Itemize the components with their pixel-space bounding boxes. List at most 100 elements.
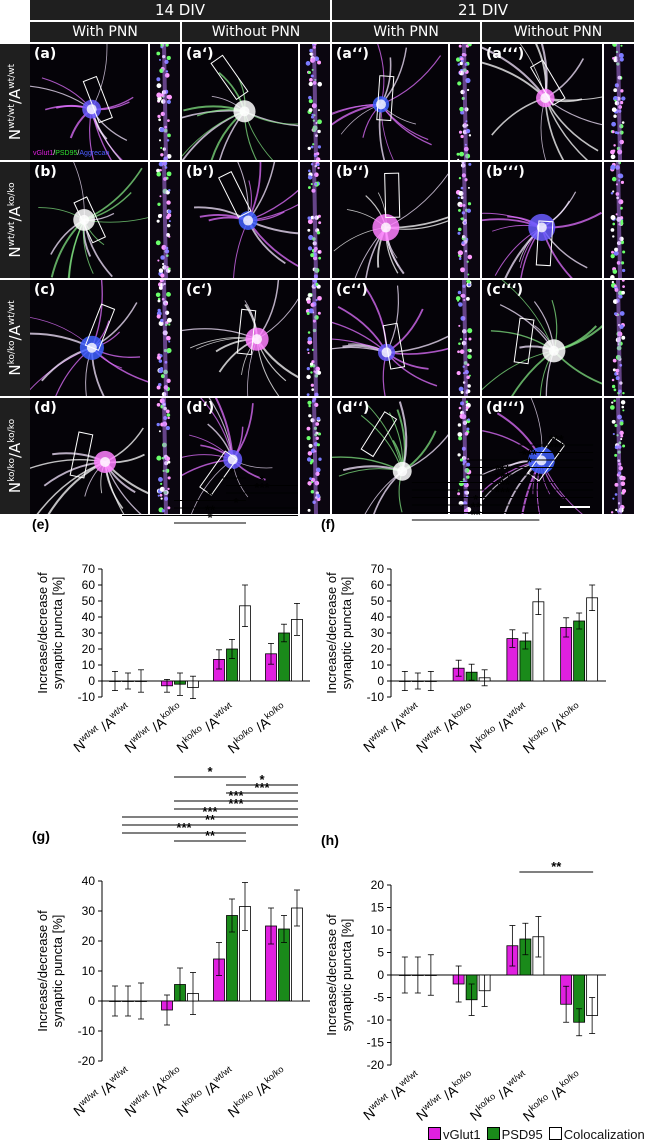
panel-label: (b‘‘) bbox=[336, 164, 370, 180]
header-14div-label: 14 DIV bbox=[154, 1, 206, 19]
bar-psd95 bbox=[519, 640, 532, 682]
bar-psd95 bbox=[573, 620, 586, 682]
bar-vglut1 bbox=[109, 680, 121, 682]
micrograph-panel: (b‘‘) bbox=[332, 162, 480, 278]
bar-vglut1 bbox=[161, 1000, 173, 1011]
row-label-2-a: /A bbox=[6, 206, 24, 222]
row-label-1-text: Nwt/wt/Awt/wt bbox=[6, 64, 24, 140]
row-label-3-n: N bbox=[6, 364, 24, 376]
x-category-label: Nwt/wt /Awt/wt bbox=[359, 1068, 424, 1124]
y-tick-label: 10 bbox=[82, 964, 96, 978]
y-tick-label: 20 bbox=[371, 642, 385, 656]
micrograph-panel: (d‘) bbox=[182, 398, 330, 514]
legend-psd95: PSD95 bbox=[486, 1127, 543, 1142]
neuron-image bbox=[332, 44, 480, 160]
neuron-image bbox=[182, 44, 330, 160]
row-label-3-text: Nko/ko/Awt/wt bbox=[6, 300, 24, 375]
chart-panel-label: (f) bbox=[321, 516, 335, 532]
micrograph-panel: (a‘‘‘) bbox=[482, 44, 634, 160]
header-21div: 21 DIV bbox=[332, 0, 634, 20]
neuron-image bbox=[333, 162, 480, 278]
bar-colocalization bbox=[291, 907, 303, 1002]
bar-psd95 bbox=[411, 680, 424, 682]
x-category-label: Nko/ko /Awt/wt bbox=[466, 1068, 531, 1124]
stain-vglut: vGlut1 bbox=[33, 150, 54, 157]
stain-agg: Aggrecan bbox=[79, 150, 110, 157]
micrograph-panel: (b) bbox=[30, 162, 180, 278]
bar-vglut1 bbox=[506, 945, 519, 976]
row-label-1-asup: wt/wt bbox=[7, 63, 17, 89]
x-category-label: Nwt/wt /Ako/ko bbox=[121, 700, 186, 756]
x-category-label: Nko/ko /Awt/wt bbox=[173, 700, 238, 756]
y-axis-label: Increase/decrease ofsynaptic puncta [%] bbox=[324, 572, 354, 694]
row-label-4-n: N bbox=[6, 481, 24, 494]
bar-vglut1 bbox=[161, 680, 173, 687]
subheader-col2: Without PNN bbox=[182, 22, 330, 42]
x-category-label: Nwt/wt /Awt/wt bbox=[359, 700, 424, 756]
bar-vglut1 bbox=[452, 974, 465, 985]
chart-panel-label: (e) bbox=[32, 516, 49, 532]
panel-label: (b‘) bbox=[186, 164, 215, 180]
y-tick-label: -20 bbox=[367, 1058, 385, 1072]
y-tick-label: -15 bbox=[367, 1036, 385, 1050]
y-tick-label: 60 bbox=[371, 578, 385, 592]
y-tick-label: -20 bbox=[78, 1054, 96, 1068]
bar-vglut1 bbox=[265, 925, 277, 1002]
panel-label: (b‘‘‘) bbox=[486, 164, 525, 180]
x-category-label: Nko/ko /Awt/wt bbox=[466, 700, 531, 756]
bar-psd95 bbox=[122, 1000, 134, 1002]
x-category-label: Nko/ko /Awt/wt bbox=[173, 1064, 238, 1120]
row-label-4-a: /A bbox=[6, 442, 24, 459]
y-tick-label: -10 bbox=[78, 690, 96, 704]
bar-psd95 bbox=[278, 928, 290, 1002]
bar-vglut1 bbox=[398, 974, 411, 976]
bar-vglut1 bbox=[398, 680, 411, 682]
bar-colocalization bbox=[187, 993, 199, 1002]
significance-label: ** bbox=[205, 812, 216, 827]
significance-label: *** bbox=[228, 788, 244, 803]
bar-colocalization bbox=[586, 974, 599, 1016]
panel-label: (b) bbox=[34, 164, 57, 180]
y-tick-label: -10 bbox=[367, 1013, 385, 1027]
significance-label: *** bbox=[202, 804, 218, 819]
y-tick-label: 20 bbox=[82, 642, 96, 656]
y-axis-label: Increase/decrease ofsynaptic puncta [%] bbox=[35, 572, 65, 694]
significance-label: ** bbox=[551, 859, 562, 874]
micrograph-panel: (c‘‘‘) bbox=[482, 280, 634, 396]
header-21div-label: 21 DIV bbox=[457, 1, 509, 19]
stain-sep: / bbox=[77, 150, 80, 157]
neuron-image bbox=[38, 162, 180, 278]
y-tick-label: 5 bbox=[377, 946, 384, 960]
bar-vglut1 bbox=[560, 974, 573, 1005]
y-tick-label: 0 bbox=[88, 674, 95, 688]
y-tick-label: 10 bbox=[82, 658, 96, 672]
micrograph-panel: (a) vGlut1/PSD95/Aggrecan bbox=[30, 44, 180, 160]
bar-vglut1 bbox=[560, 627, 573, 682]
legend-coloc: Colocalization bbox=[548, 1127, 645, 1142]
neuron-image bbox=[332, 280, 480, 396]
y-tick-label: 20 bbox=[371, 878, 385, 892]
row-label-4-text: Nko/ko/Ako/ko bbox=[6, 419, 24, 493]
significance-label: * bbox=[207, 764, 213, 779]
bar-colocalization bbox=[239, 605, 251, 682]
micrograph-panel: (b‘‘‘) bbox=[482, 162, 634, 278]
subheader-col3-label: With PNN bbox=[373, 24, 439, 40]
y-tick-label: 0 bbox=[88, 994, 95, 1008]
bar-psd95 bbox=[226, 648, 238, 682]
row-label-2-asup: ko/ko bbox=[7, 182, 17, 207]
legend-vglut1-swatch bbox=[428, 1127, 441, 1140]
y-tick-label: 30 bbox=[82, 904, 96, 918]
panel-label: (d) bbox=[34, 400, 57, 416]
x-category-label: Nwt/wt /Ako/ko bbox=[412, 1068, 477, 1124]
bar-colocalization bbox=[478, 677, 491, 682]
neuron-image bbox=[482, 44, 634, 160]
panel-label: (c‘‘‘) bbox=[486, 282, 524, 298]
chart-legend: vGlut1 PSD95 Colocalization bbox=[428, 1127, 645, 1142]
bar-colocalization bbox=[478, 974, 491, 992]
row-label-4-asup: ko/ko bbox=[7, 418, 17, 443]
neuron-image bbox=[182, 280, 330, 396]
micrograph-panel: (b‘) bbox=[182, 162, 330, 278]
bar-psd95 bbox=[573, 974, 586, 1023]
chart-panel-label: (h) bbox=[321, 832, 339, 848]
bar-colocalization bbox=[239, 906, 251, 1002]
